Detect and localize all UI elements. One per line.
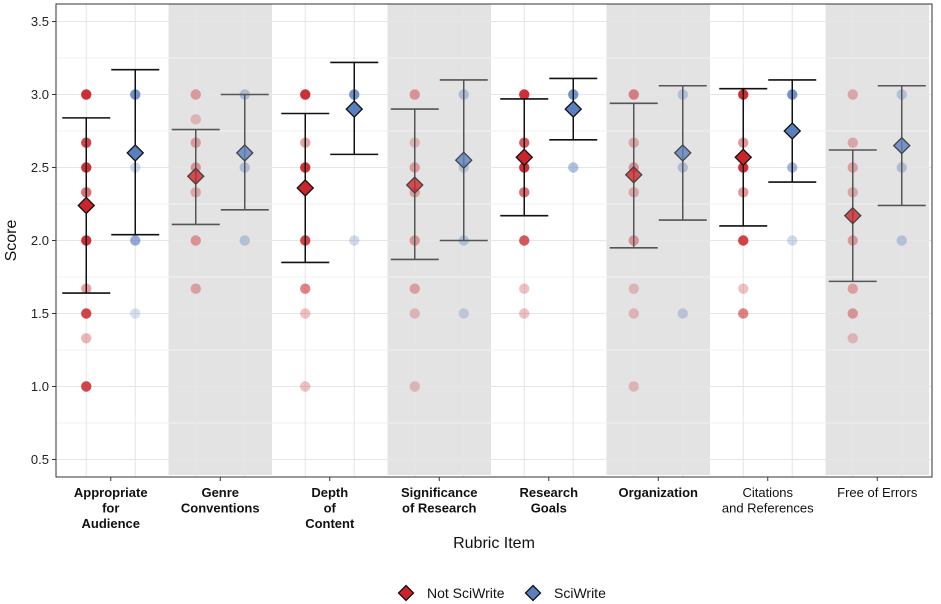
x-category-label: Conventions [181,501,260,516]
sciwrite-mean-marker [783,122,802,140]
not-sciwrite-mean-marker [515,148,534,167]
y-tick-label: 0.5 [31,452,49,467]
sciwrite-point [787,235,798,246]
y-tick-label: 3.5 [31,14,49,29]
sciwrite-mean-marker [564,100,583,119]
not-sciwrite-point [81,333,92,344]
not-sciwrite-point [628,381,639,392]
legend-label-not_sciwrite: Not SciWrite [427,585,505,601]
not-sciwrite-point [409,283,420,294]
sciwrite-mean-marker [673,143,692,162]
sciwrite-mean-marker [235,143,254,162]
x-category-label: Depth [311,485,348,500]
not-sciwrite-point [300,89,311,100]
x-category-label: of Research [402,501,476,516]
not-sciwrite-point [738,283,749,294]
not-sciwrite-mean-marker [624,165,643,184]
not-sciwrite-point [190,283,201,294]
not-sciwrite-point [190,235,201,246]
sciwrite-mean-marker [892,136,911,155]
not-sciwrite-point [847,308,858,319]
sciwrite-point [896,235,907,246]
category-band-2 [168,4,272,475]
not-sciwrite-point [300,308,311,319]
not-sciwrite-point [81,89,92,100]
not-sciwrite-point [190,89,201,100]
y-tick-label: 3.0 [31,87,49,102]
y-tick-label: 1.5 [31,306,49,321]
sciwrite-point [130,235,141,246]
not-sciwrite-point [409,381,420,392]
x-axis-title: Rubric Item [453,535,535,552]
sciwrite-point [677,308,688,319]
not-sciwrite-mean-marker [405,176,424,194]
category-band-6 [606,4,710,475]
sciwrite-point [568,162,579,173]
not-sciwrite-mean-marker [186,167,205,186]
legend-label-sciwrite: SciWrite [554,585,606,601]
not-sciwrite-mean-marker [77,196,96,215]
not-sciwrite-point [300,283,311,294]
x-category-label: Genre [201,485,239,500]
not-sciwrite-point [190,114,201,125]
not-sciwrite-point [628,89,639,100]
not-sciwrite-mean-marker [296,179,315,197]
x-category-label: Audience [81,516,140,531]
x-category-label: Appropriate [74,485,148,500]
not-sciwrite-mean-marker [843,206,862,225]
sciwrite-mean-marker [454,151,473,170]
sciwrite-mean-marker [126,143,145,162]
not-sciwrite-point [847,137,858,148]
not-sciwrite-point [738,308,749,319]
sciwrite-point [349,235,360,246]
not-sciwrite-point [409,89,420,100]
y-tick-label: 2.0 [31,233,49,248]
x-category-label: Organization [619,485,699,500]
legend-key-not_sciwrite [397,584,415,602]
x-category-label: Citations [742,485,793,500]
y-axis-title: Score [3,220,20,262]
x-category-label: for [102,501,119,516]
not-sciwrite-point [628,283,639,294]
not-sciwrite-point [519,308,530,319]
not-sciwrite-point [847,333,858,344]
not-sciwrite-point [847,89,858,100]
legend-key-sciwrite [524,584,542,602]
x-category-label: Significance [401,485,478,500]
x-category-label: Content [305,516,355,531]
category-band-8 [825,4,929,475]
sciwrite-mean-marker [345,100,364,119]
y-tick-label: 2.5 [31,160,49,175]
x-category-label: Research [519,485,578,500]
not-sciwrite-point [628,308,639,319]
x-category-label: Free of Errors [837,485,918,500]
category-band-4 [387,4,491,475]
y-tick-label: 1.0 [31,379,49,394]
not-sciwrite-point [738,235,749,246]
not-sciwrite-point [81,381,92,392]
not-sciwrite-point [519,89,530,100]
sciwrite-point [239,235,250,246]
not-sciwrite-point [409,308,420,319]
not-sciwrite-point [519,283,530,294]
not-sciwrite-mean-marker [734,148,753,167]
x-category-label: Goals [531,501,567,516]
x-category-label: of [324,501,337,516]
sciwrite-point [458,308,469,319]
legend: Not SciWrite SciWrite [397,584,606,602]
not-sciwrite-point [847,283,858,294]
not-sciwrite-point [81,308,92,319]
not-sciwrite-point [300,381,311,392]
sciwrite-point [130,308,141,319]
not-sciwrite-point [519,235,530,246]
x-category-label: and References [722,501,814,516]
